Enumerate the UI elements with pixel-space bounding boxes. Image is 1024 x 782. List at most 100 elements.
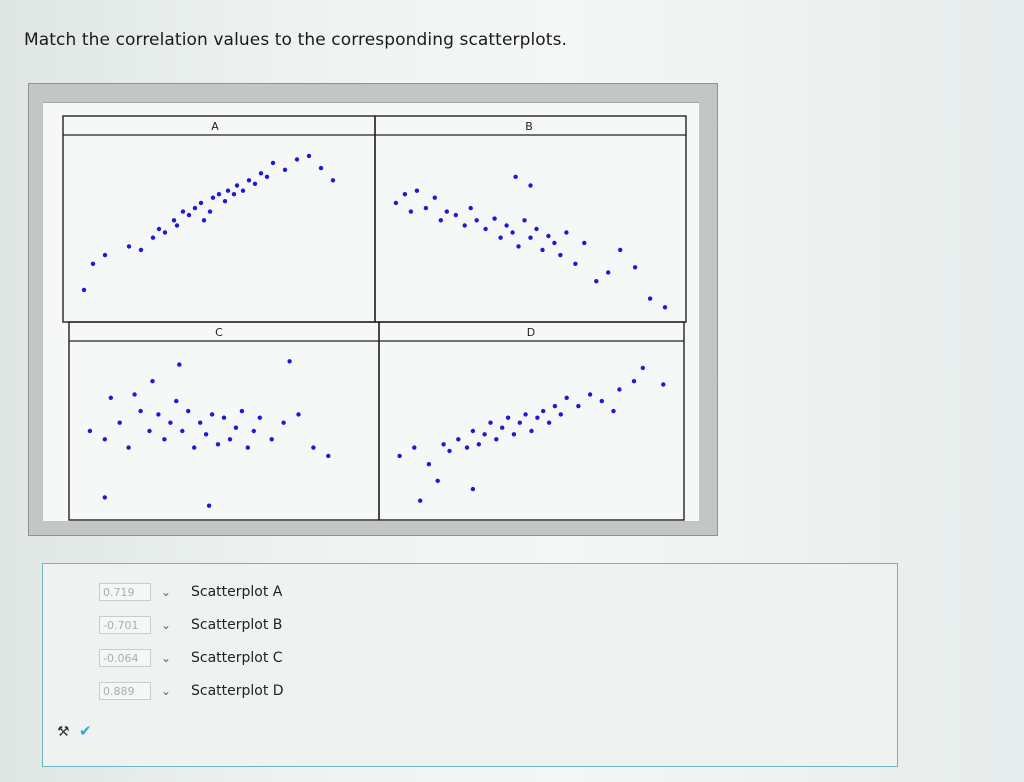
scatter-point-b xyxy=(594,279,599,284)
scatter-point-b xyxy=(408,209,414,214)
chevron-down-icon[interactable]: ⌄ xyxy=(161,651,172,665)
scatter-point-d xyxy=(546,420,552,425)
scatter-point-b xyxy=(632,265,638,270)
question-text: Match the correlation values to the corr… xyxy=(24,30,568,50)
scatter-point-d xyxy=(511,432,517,437)
scatter-point-d xyxy=(441,442,446,447)
correlation-select-a[interactable]: 0.719 xyxy=(99,583,151,601)
chevron-down-icon[interactable]: ⌄ xyxy=(161,684,172,698)
scatter-point-c xyxy=(162,437,167,442)
scatter-point-b xyxy=(516,244,521,249)
scatter-point-b xyxy=(528,235,533,240)
answer-row-d: 0.889 ⌄ Scatterplot D xyxy=(99,680,284,702)
scatter-point-b xyxy=(393,200,399,206)
scatter-point-c xyxy=(239,408,245,414)
scatter-point-b xyxy=(498,235,503,240)
scatter-point-a xyxy=(318,165,324,171)
scatter-point-b xyxy=(510,230,515,235)
scatter-point-a xyxy=(225,188,231,193)
scatter-point-a xyxy=(306,153,312,159)
scatter-point-a xyxy=(252,181,258,186)
panel-frame-c xyxy=(68,321,380,521)
scatter-point-c xyxy=(177,362,182,367)
scatter-point-b xyxy=(540,247,545,253)
scatter-point-d xyxy=(587,392,593,397)
scatter-point-d xyxy=(435,478,440,483)
scatter-point-a xyxy=(246,178,252,183)
panel-frame-d xyxy=(378,321,685,521)
scatter-point-c xyxy=(287,359,292,364)
scatter-point-d xyxy=(617,387,622,392)
scatter-point-c xyxy=(311,445,316,450)
scatter-point-d xyxy=(447,448,452,454)
scatter-point-b xyxy=(444,209,449,214)
scatter-point-d xyxy=(640,365,645,371)
panel-frame-a xyxy=(62,115,376,323)
scatter-point-b xyxy=(552,240,557,246)
scatter-point-a xyxy=(264,174,270,179)
scatter-point-c xyxy=(221,415,227,420)
scatter-point-c xyxy=(168,420,173,425)
scatter-point-a xyxy=(198,200,204,206)
scatter-point-b xyxy=(453,212,458,218)
panel-title-d: D xyxy=(527,326,535,339)
scatter-point-c xyxy=(174,398,179,404)
scatter-point-a xyxy=(270,160,276,166)
scatter-point-a xyxy=(180,209,186,214)
scatter-point-d xyxy=(412,445,417,450)
scatter-point-a xyxy=(216,192,222,197)
scatterplot-figure: A B C D xyxy=(28,83,718,536)
scatter-point-b xyxy=(606,270,611,275)
scatter-point-b xyxy=(438,218,443,223)
chevron-down-icon[interactable]: ⌄ xyxy=(161,585,172,599)
scatter-point-c xyxy=(102,437,108,442)
scatter-point-b xyxy=(558,252,563,258)
answer-panel: 0.719 ⌄ Scatterplot A -0.701 ⌄ Scatterpl… xyxy=(42,563,898,767)
chevron-down-icon[interactable]: ⌄ xyxy=(161,618,172,632)
scatter-point-b xyxy=(492,216,497,221)
correlation-select-c[interactable]: -0.064 xyxy=(99,649,151,667)
check-icon: ✔ xyxy=(79,722,92,740)
scatter-point-d xyxy=(426,462,432,467)
scatter-point-a xyxy=(138,247,144,253)
scatter-point-b xyxy=(504,223,509,228)
scatter-point-b xyxy=(483,226,488,232)
scatter-point-a xyxy=(234,183,240,188)
scatter-point-c xyxy=(180,428,185,434)
scatter-point-a xyxy=(231,192,237,197)
scatter-point-d xyxy=(523,412,528,417)
scatter-point-b xyxy=(402,192,408,197)
scatter-point-b xyxy=(522,218,527,223)
scatter-point-c xyxy=(150,379,155,384)
scatter-point-a xyxy=(222,199,228,204)
scatter-point-c xyxy=(126,445,131,450)
scatter-point-d xyxy=(558,412,563,417)
scatter-point-d xyxy=(488,420,493,425)
scatter-point-d xyxy=(505,415,511,420)
scatter-point-a xyxy=(294,157,300,162)
scatter-point-a xyxy=(126,244,132,249)
panel-title-c: C xyxy=(215,326,223,339)
scatter-point-a xyxy=(330,178,336,183)
scatter-point-c xyxy=(132,392,137,397)
scatter-point-d xyxy=(500,425,505,430)
correlation-select-b[interactable]: -0.701 xyxy=(99,616,151,634)
scatter-point-b xyxy=(662,305,668,310)
scatter-point-a xyxy=(186,212,192,218)
scatter-point-c xyxy=(186,408,191,414)
scatter-point-d xyxy=(418,498,423,503)
scatter-point-b xyxy=(564,230,569,235)
scatter-point-c xyxy=(233,425,239,430)
scatter-point-b xyxy=(432,195,437,200)
scatter-point-c xyxy=(147,428,152,434)
scatter-point-d xyxy=(494,437,499,442)
tool-icon[interactable]: ⚒ xyxy=(57,724,70,740)
scatter-point-c xyxy=(156,412,161,417)
correlation-select-d[interactable]: 0.889 xyxy=(99,682,151,700)
scatter-point-c xyxy=(102,495,108,500)
scatter-point-a xyxy=(102,252,108,258)
scatter-point-d xyxy=(541,408,546,414)
scatter-point-b xyxy=(513,174,518,179)
figure-inner xyxy=(43,102,699,521)
scatter-point-a xyxy=(201,218,207,223)
